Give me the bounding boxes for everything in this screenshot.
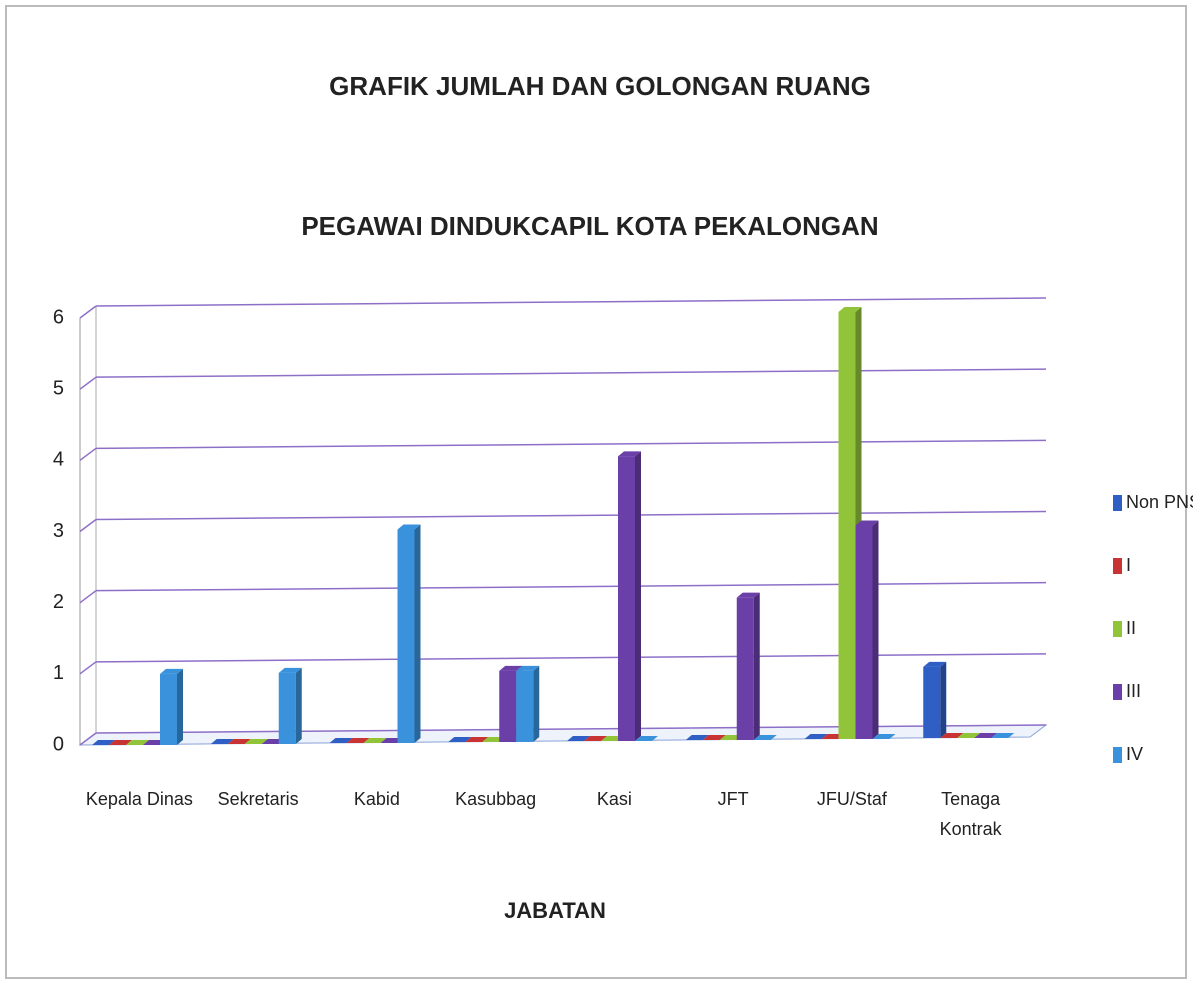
bar-top	[838, 307, 862, 312]
bar-top	[855, 520, 879, 526]
legend-swatch	[1113, 558, 1122, 574]
x-tick-label: Tenaga Kontrak	[940, 789, 1003, 839]
grid-side	[79, 376, 97, 390]
grid-side	[79, 518, 97, 533]
bar-side	[295, 667, 302, 744]
y-tick-label: 4	[53, 449, 64, 471]
x-tick-label: JFT	[718, 789, 749, 809]
y-tick-label: 1	[53, 662, 64, 684]
grid-line	[95, 439, 1047, 450]
bar-top	[448, 737, 472, 742]
x-tick-label: Kepala Dinas	[86, 789, 193, 809]
grid-side	[79, 590, 97, 604]
y-tick-label: 3	[53, 520, 64, 542]
bar-top	[567, 736, 590, 741]
bar	[855, 525, 873, 739]
bar-side	[414, 524, 421, 743]
bar-side	[635, 451, 641, 741]
legend-label: IV	[1126, 744, 1143, 764]
chart-title: GRAFIK JUMLAH DAN GOLONGAN RUANG	[329, 71, 871, 101]
bar-top	[736, 592, 760, 598]
grid-side	[79, 305, 97, 319]
bar-top	[991, 733, 1015, 738]
bar-top	[346, 738, 370, 743]
x-tick-label: Kasi	[597, 789, 632, 809]
bar-top	[278, 667, 302, 673]
bar-top	[685, 735, 709, 740]
grid-line	[95, 581, 1047, 592]
bar-top	[227, 739, 251, 744]
legend-label: III	[1126, 681, 1141, 701]
x-axis-label: JABATAN	[504, 898, 606, 923]
bar-top	[465, 737, 489, 742]
bar-side	[177, 668, 183, 745]
bar-side	[753, 592, 760, 740]
grid-side	[79, 661, 97, 675]
y-tick-label: 0	[53, 733, 64, 755]
chart-frame	[5, 5, 1187, 979]
legend-swatch	[1113, 495, 1122, 511]
bar-top	[872, 734, 896, 739]
bar	[618, 456, 635, 741]
grid-side	[79, 732, 97, 746]
legend-label: I	[1126, 555, 1131, 575]
bar	[160, 673, 177, 745]
bar-top	[210, 739, 234, 744]
bar-top	[974, 733, 998, 738]
bar	[278, 672, 296, 744]
bar-top	[109, 740, 132, 745]
bar	[499, 670, 517, 742]
bar-top	[244, 739, 268, 744]
bar-top	[618, 451, 641, 457]
bar-top	[804, 734, 828, 739]
bar-top	[940, 733, 964, 738]
bar-top	[160, 668, 183, 674]
bar-top	[635, 736, 658, 741]
y-tick-label: 6	[53, 306, 64, 328]
bar-top	[584, 736, 607, 741]
bar	[397, 529, 415, 743]
x-tick-label: Kasubbag	[455, 789, 536, 809]
legend-swatch	[1113, 747, 1122, 763]
legend-swatch	[1113, 621, 1122, 637]
grid-line	[95, 297, 1047, 307]
bar-top	[397, 524, 421, 530]
y-tick-label: 2	[53, 591, 64, 613]
chart-subtitle: PEGAWAI DINDUKCAPIL KOTA PEKALONGAN	[301, 211, 878, 241]
x-tick-label: Sekretaris	[218, 789, 299, 809]
bar	[923, 666, 941, 738]
grid-line	[95, 368, 1047, 378]
x-tick-label: Kabid	[354, 789, 400, 809]
bar-top	[516, 665, 540, 671]
grid-line	[95, 724, 1047, 734]
bar-top	[363, 738, 387, 743]
grid-side	[79, 447, 97, 461]
legend-label: II	[1126, 618, 1136, 638]
bar-top	[753, 735, 777, 740]
legend-swatch	[1113, 684, 1122, 700]
grid-line	[95, 510, 1047, 521]
bar-side	[940, 661, 947, 738]
bar-side	[533, 665, 540, 742]
x-tick-label: JFU/Staf	[817, 789, 888, 809]
bar	[516, 670, 534, 742]
bar-top	[126, 740, 149, 745]
bar	[838, 312, 856, 739]
bar-top	[499, 665, 523, 671]
bar-top	[92, 740, 115, 745]
bar-top	[702, 735, 726, 740]
y-tick-label: 5	[53, 377, 64, 399]
bar-top	[957, 733, 981, 738]
bar-top	[923, 661, 947, 667]
bar-top	[329, 738, 353, 743]
bar-side	[872, 520, 879, 739]
bar	[736, 597, 754, 740]
grid-line	[95, 653, 1047, 663]
legend-label: Non PNS	[1126, 492, 1193, 512]
